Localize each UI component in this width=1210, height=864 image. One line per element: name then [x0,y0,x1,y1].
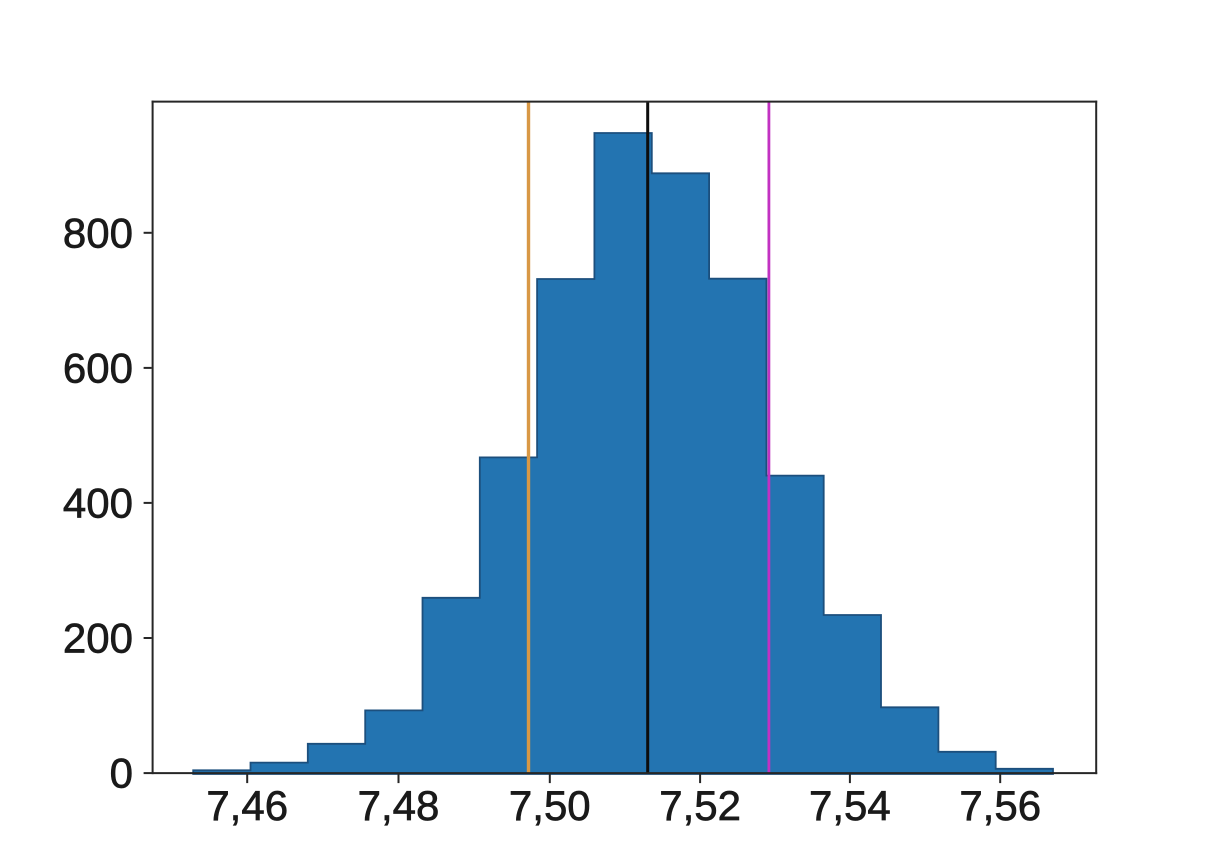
svg-text:7,54: 7,54 [809,782,891,829]
svg-text:600: 600 [63,344,133,391]
svg-text:800: 800 [63,209,133,256]
svg-text:7,46: 7,46 [206,782,288,829]
svg-text:7,52: 7,52 [659,782,741,829]
svg-text:7,48: 7,48 [358,782,440,829]
svg-text:7,56: 7,56 [959,782,1041,829]
svg-text:400: 400 [63,479,133,526]
svg-text:7,50: 7,50 [509,782,591,829]
svg-text:0: 0 [110,750,133,797]
svg-text:200: 200 [63,615,133,662]
